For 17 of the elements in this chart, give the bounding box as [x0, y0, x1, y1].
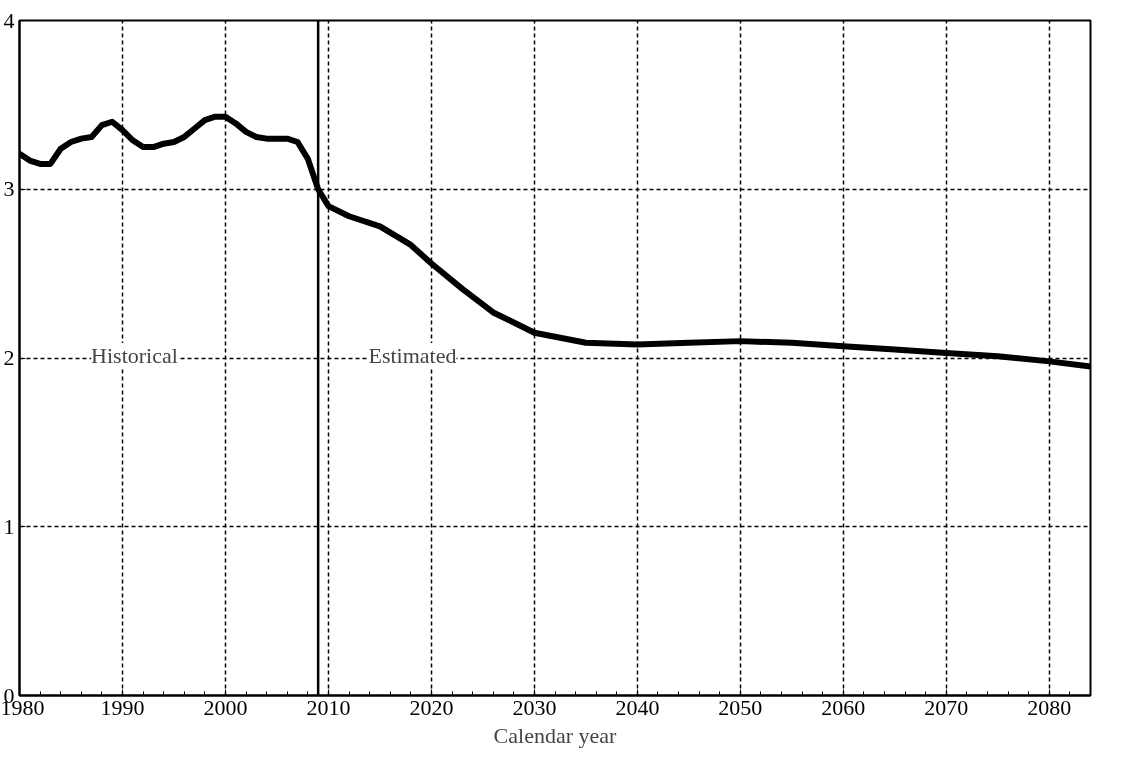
x-tick-label: 2000 [203, 694, 248, 720]
annotation: Historical [91, 343, 178, 368]
y-tick-label: 1 [3, 513, 15, 539]
x-tick-label: 2030 [512, 694, 557, 720]
x-tick-label: 1990 [100, 694, 145, 720]
annotation: Estimated [368, 343, 457, 368]
x-tick-label: 2020 [409, 694, 454, 720]
x-tick-label: 2070 [924, 694, 969, 720]
y-tick-label: 3 [3, 176, 15, 202]
x-tick-label: 2050 [718, 694, 763, 720]
y-tick-label: 4 [3, 7, 15, 33]
x-tick-label: 2060 [821, 694, 866, 720]
x-tick-label: 2080 [1027, 694, 1072, 720]
y-tick-label: 2 [3, 345, 15, 370]
x-axis-title: Calendar year [493, 722, 618, 748]
x-tick-label: 2010 [306, 694, 351, 720]
x-tick-label: 2040 [615, 694, 660, 720]
